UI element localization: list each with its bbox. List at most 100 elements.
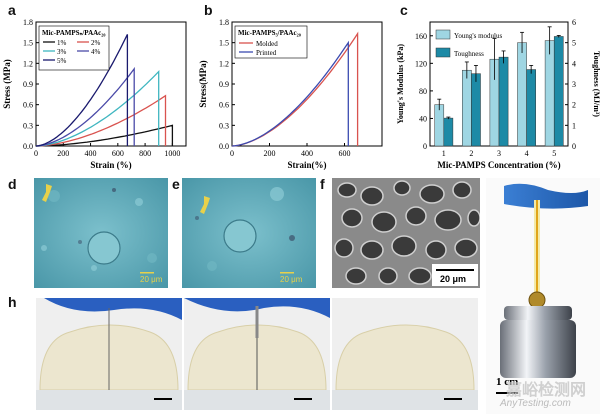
sem-image-f: 20 μm <box>332 178 480 288</box>
x-tick-label: 5 <box>552 149 556 158</box>
y-right-tick-label: 1 <box>572 121 576 130</box>
bar-Young's modulus-2 <box>462 69 472 147</box>
legend-label-1%: 1% <box>57 39 67 47</box>
legend-label-0: Young's modulus <box>454 32 502 40</box>
x-tick-label: 3 <box>497 149 501 158</box>
chart-c-panel: 0 40 80 120 160 0 1 2 3 4 5 6 1 2 3 4 5 Mic-PAMPS Concent… <box>394 12 600 176</box>
photo-g-weight: 1 cm <box>486 178 600 414</box>
y-left-tick-label: 0 <box>423 142 427 151</box>
sem-texture <box>332 178 480 288</box>
panel-label-e: e <box>172 176 180 192</box>
micrograph-d-texture <box>34 178 168 288</box>
x-tick-label: 200 <box>264 149 276 158</box>
bar-Toughness-2 <box>471 73 481 147</box>
y-right-tick-label: 4 <box>572 59 576 68</box>
y-right-tick-label: 3 <box>572 80 576 89</box>
micrograph-d: 20 μm <box>34 178 168 288</box>
x-tick-label: 400 <box>301 149 313 158</box>
series-line-1% <box>36 124 174 147</box>
series-line-3% <box>35 69 160 147</box>
y-tick-label: 1.2 <box>23 59 33 68</box>
bar-Young's modulus-5 <box>544 40 555 147</box>
y-tick-label: 0.0 <box>23 142 33 151</box>
x-tick-label: 1 <box>442 149 446 158</box>
panel-label-b: b <box>204 2 213 18</box>
y-left-tick-label: 80 <box>419 87 427 96</box>
series-line-2% <box>35 94 167 147</box>
y-left-tick-label: 120 <box>415 59 427 68</box>
legend-label-4%: 4% <box>91 48 101 56</box>
legend-title: Mic-PAMPS₅/PAAc₂₀ <box>238 29 301 37</box>
bar-Toughness-1 <box>443 117 454 147</box>
x-tick-label: 200 <box>57 149 69 158</box>
bar-Toughness-5 <box>553 36 564 147</box>
y-tick-label: 0.3 <box>23 121 33 130</box>
legend-box <box>234 25 308 59</box>
legend-box <box>38 25 110 71</box>
y-left-tick-label: 160 <box>415 32 427 41</box>
y-tick-label: 0.6 <box>219 101 229 110</box>
legend-label-3%: 3% <box>57 48 67 56</box>
watermark-en: AnyTesting.com <box>500 398 571 409</box>
gel-h2 <box>184 298 330 410</box>
y-left-tick-label: 40 <box>419 114 427 123</box>
bar-Toughness-3 <box>498 56 509 147</box>
y-tick-label: 0.3 <box>219 121 229 130</box>
bar-Young's modulus-4 <box>517 42 527 147</box>
x-tick-label: 800 <box>139 149 151 158</box>
legend-label-2%: 2% <box>91 39 101 47</box>
y-right-tick-label: 0 <box>572 142 576 151</box>
y-right-tick-label: 2 <box>572 101 576 110</box>
legend-label-Printed: Printed <box>256 49 277 57</box>
bar-Toughness-4 <box>526 69 536 147</box>
chart-a-panel: 0 200 400 600 800 1000 0.0 0.3 0.6 0.9 1.2 1.5 1.8 St… <box>0 12 200 176</box>
legend-swatch-1 <box>435 47 451 58</box>
x-tick-label: 600 <box>112 149 124 158</box>
y-tick-label: 1.2 <box>219 59 229 68</box>
x-axis-label: Strain (%) <box>90 160 131 170</box>
weight-body <box>500 320 576 378</box>
series-line-4% <box>35 66 135 147</box>
gel-h1 <box>36 298 182 410</box>
y-tick-label: 1.5 <box>219 39 229 48</box>
legend-label-Molded: Molded <box>256 40 278 48</box>
x-axis-label: Strain(%) <box>288 160 327 170</box>
legend-title: Mic-PAMPSₙ/PAAc₂₀ <box>42 29 105 37</box>
x-tick-label: 600 <box>339 149 351 158</box>
y-axis-label: Stress(MPa) <box>198 60 208 107</box>
photo-g-scale: 1 cm <box>496 376 519 388</box>
glove <box>504 183 588 209</box>
chart-b-panel: 0 200 400 600 0.0 0.3 0.6 0.9 1.2 1.5 1.8 Strain(%)… <box>196 12 396 176</box>
y-right-axis-label: Toughness (MJ/m³) <box>592 51 600 117</box>
stress-strain-chart-a: 0 200 400 600 800 1000 0.0 0.3 0.6 0.9 1.2 1.5 1.8 St… <box>2 18 187 170</box>
legend-label-5%: 5% <box>57 57 67 65</box>
y-tick-label: 1.5 <box>23 39 33 48</box>
bar-chart-c: 0 40 80 120 160 0 1 2 3 4 5 6 1 2 3 4 5 Mic-PAMPS Concent… <box>396 18 600 170</box>
series-line-Printed <box>231 40 349 147</box>
y-tick-label: 0.6 <box>23 101 33 110</box>
gel-photo-h2 <box>184 298 330 410</box>
panel-label-a: a <box>8 2 16 18</box>
gel-h3 <box>332 324 478 410</box>
x-axis-label: Mic-PAMPS Concentration (%) <box>437 160 560 170</box>
particle-d <box>42 184 52 202</box>
gel-photo-h3 <box>332 298 478 410</box>
x-tick-label: 2 <box>469 149 473 158</box>
y-right-tick-label: 5 <box>572 39 576 48</box>
x-tick-label: 0 <box>34 149 38 158</box>
series-line-5% <box>35 34 129 147</box>
x-tick-label: 400 <box>85 149 97 158</box>
y-tick-label: 1.8 <box>219 18 229 27</box>
micrograph-d-scale: 20 μm <box>140 275 163 284</box>
y-right-tick-label: 6 <box>572 18 576 27</box>
legend-swatch-0 <box>435 29 451 40</box>
gel-photo-h1 <box>36 298 182 410</box>
y-tick-label: 0.0 <box>219 142 229 151</box>
watermark-cn: 嘉峪检测网 <box>506 380 587 399</box>
panel-label-f: f <box>320 176 325 192</box>
bar-Young's modulus-1 <box>434 104 445 147</box>
panel-label-h: h <box>8 294 17 310</box>
y-left-axis-label: Young's Modulus (kPa) <box>396 44 405 124</box>
panel-label-d: d <box>8 176 17 192</box>
y-axis-label: Stress (MPa) <box>2 59 12 109</box>
